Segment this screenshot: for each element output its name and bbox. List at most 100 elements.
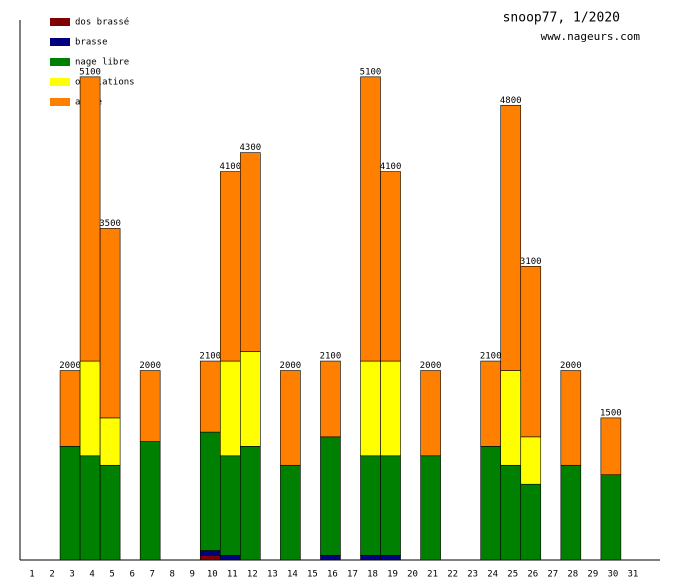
bar-segment xyxy=(420,370,441,457)
chart-title: snoop77, 1/2020 xyxy=(503,11,620,26)
x-tick-label: 11 xyxy=(227,570,238,580)
legend-swatch xyxy=(50,38,70,46)
bar-segment xyxy=(199,360,221,433)
x-tick-label: 27 xyxy=(547,570,558,580)
x-tick-label: 10 xyxy=(207,570,218,580)
bar-segment xyxy=(360,76,381,362)
total-label: 4800 xyxy=(500,96,522,106)
legend-swatch xyxy=(50,78,70,86)
bar-segment xyxy=(280,464,301,561)
x-tick-label: 19 xyxy=(387,570,398,580)
chart-subtitle: www.nageurs.com xyxy=(541,30,641,43)
x-tick-label: 25 xyxy=(507,570,518,580)
x-tick-label: 18 xyxy=(367,570,378,580)
x-tick-label: 24 xyxy=(487,570,498,580)
bar-segment xyxy=(560,370,582,466)
total-label: 4100 xyxy=(219,162,241,172)
bar-segment xyxy=(380,360,401,457)
total-label: 2100 xyxy=(480,352,502,362)
x-tick-label: 29 xyxy=(587,570,598,580)
legend-label: brasse xyxy=(75,38,108,48)
total-label: 3100 xyxy=(520,257,542,267)
x-tick-label: 17 xyxy=(347,570,358,580)
bar-segment xyxy=(59,370,81,447)
bar-segment xyxy=(240,152,261,352)
x-tick-label: 8 xyxy=(169,570,174,580)
x-tick-label: 26 xyxy=(527,570,538,580)
bar-segment xyxy=(600,417,622,476)
x-tick-label: 14 xyxy=(287,570,298,580)
legend-swatch xyxy=(50,18,70,26)
bar-segment xyxy=(59,446,81,561)
x-tick-label: 7 xyxy=(149,570,154,580)
total-label: 2100 xyxy=(199,352,221,362)
x-tick-label: 15 xyxy=(307,570,318,580)
bar-segment xyxy=(99,464,121,561)
bar-segment xyxy=(520,266,542,438)
bar-segment xyxy=(99,417,121,466)
total-label: 2100 xyxy=(320,352,342,362)
bar-segment xyxy=(240,351,261,447)
bar-segment xyxy=(480,446,501,561)
bar-segment xyxy=(320,554,341,561)
x-tick-label: 31 xyxy=(627,570,638,580)
bar-segment xyxy=(520,483,542,561)
bar-segment xyxy=(320,360,341,438)
total-label: 2000 xyxy=(560,361,582,371)
bar-segment xyxy=(420,455,441,561)
bar-segment xyxy=(79,360,101,457)
x-tick-label: 23 xyxy=(467,570,478,580)
bar-segment xyxy=(360,455,381,556)
bar-segment xyxy=(360,554,381,561)
bar-segment xyxy=(320,436,341,556)
legend-label: dos brassé xyxy=(75,17,129,28)
x-tick-label: 6 xyxy=(129,570,134,580)
x-tick-label: 2 xyxy=(49,570,54,580)
x-tick-label: 13 xyxy=(267,570,278,580)
bar-segment xyxy=(360,360,381,457)
x-tick-label: 30 xyxy=(607,570,618,580)
bar-segment xyxy=(280,370,301,466)
bar-segment xyxy=(380,554,401,561)
x-tick-label: 28 xyxy=(567,570,578,580)
total-label: 5100 xyxy=(360,67,382,77)
legend-swatch xyxy=(50,98,70,106)
bar-segment xyxy=(220,360,241,457)
bar-segment xyxy=(560,464,582,561)
bar-segment xyxy=(220,171,241,362)
bar-segment xyxy=(139,441,161,561)
x-tick-label: 12 xyxy=(247,570,258,580)
total-label: 4100 xyxy=(380,162,402,172)
total-label: 4300 xyxy=(239,143,261,153)
total-label: 2000 xyxy=(280,361,302,371)
legend-label: nage libre xyxy=(75,58,129,68)
bar-segment xyxy=(79,76,101,362)
x-tick-label: 4 xyxy=(89,570,94,580)
bar-segment xyxy=(500,464,522,561)
legend-swatch xyxy=(50,58,70,66)
bar-segment xyxy=(380,171,401,362)
bar-segment xyxy=(220,554,241,561)
bar-segment xyxy=(520,436,542,485)
legend-label: ondulations xyxy=(75,78,135,88)
bar-segment xyxy=(139,370,161,442)
total-label: 2000 xyxy=(139,361,161,371)
bar-segment xyxy=(600,474,622,561)
x-tick-label: 3 xyxy=(69,570,74,580)
total-label: 5100 xyxy=(79,67,101,77)
bar-segment xyxy=(99,228,121,419)
bar-segment xyxy=(500,370,522,466)
bar-segment xyxy=(220,455,241,556)
total-label: 2000 xyxy=(420,361,442,371)
x-tick-label: 22 xyxy=(447,570,458,580)
total-label: 1500 xyxy=(600,408,622,418)
bar-segment xyxy=(240,446,261,561)
bar-segment xyxy=(380,455,401,556)
x-tick-label: 16 xyxy=(327,570,338,580)
x-tick-label: 1 xyxy=(29,570,34,580)
x-tick-label: 20 xyxy=(407,570,418,580)
x-tick-label: 21 xyxy=(427,570,438,580)
bar-segment xyxy=(199,550,221,556)
total-label: 3500 xyxy=(99,219,121,229)
